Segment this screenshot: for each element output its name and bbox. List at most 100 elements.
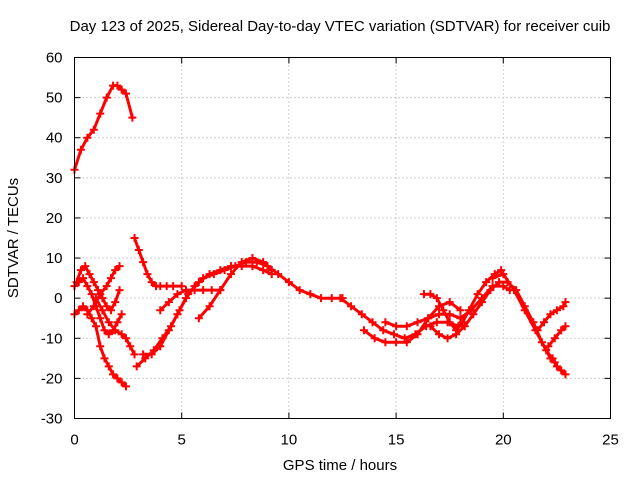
y-tick-label: 40 (46, 130, 63, 147)
data-point (381, 338, 390, 347)
data-point (220, 266, 229, 275)
data-point (486, 286, 495, 295)
data-point (164, 326, 173, 335)
series-line (546, 324, 567, 348)
series-track-6 (91, 294, 139, 359)
series-track-3 (70, 274, 126, 339)
data-point (134, 246, 143, 255)
data-point (111, 298, 120, 307)
series-track-18 (533, 298, 570, 335)
data-point (207, 286, 216, 295)
data-point (434, 310, 443, 319)
data-point (106, 274, 115, 283)
series-track-11 (194, 254, 276, 323)
data-point (392, 338, 401, 347)
y-tick-label: 0 (54, 290, 62, 307)
data-point (102, 302, 111, 311)
data-point (76, 266, 85, 275)
data-point (106, 306, 115, 315)
data-point (94, 286, 103, 295)
y-tick-label: 50 (46, 90, 63, 107)
data-point (126, 342, 135, 351)
data-point (477, 298, 486, 307)
data-point (173, 310, 182, 319)
data-point (402, 322, 411, 331)
data-point (102, 93, 111, 102)
data-point (156, 342, 165, 351)
data-point (128, 113, 137, 122)
data-point (347, 302, 356, 311)
data-point (139, 258, 148, 267)
series-track-10 (156, 286, 225, 315)
data-point (495, 278, 504, 287)
data-point (130, 234, 139, 242)
series-track-5 (83, 262, 124, 319)
data-point (85, 270, 94, 279)
data-point (439, 306, 448, 315)
data-point (209, 270, 218, 279)
data-point (458, 318, 467, 327)
data-point (104, 330, 113, 339)
data-point (164, 298, 173, 307)
x-tick-label: 5 (178, 432, 186, 449)
data-point (561, 370, 570, 379)
series-line (141, 260, 344, 356)
data-point (190, 286, 199, 295)
data-point (89, 302, 98, 311)
y-tick-label: 10 (46, 250, 63, 267)
data-point (445, 298, 454, 307)
y-tick-label: 20 (46, 210, 63, 227)
data-point (139, 350, 148, 359)
data-point (542, 346, 551, 355)
data-point (113, 318, 122, 327)
data-point (306, 290, 315, 299)
grid (74, 57, 611, 419)
data-point (317, 294, 326, 303)
data-point (132, 362, 141, 371)
data-point (113, 81, 122, 90)
data-point (557, 326, 566, 335)
data-point (443, 334, 452, 343)
data-point (117, 85, 126, 94)
data-point (237, 258, 246, 267)
data-point (199, 286, 208, 295)
data-point (143, 270, 152, 279)
data-point (284, 278, 293, 287)
data-point (370, 334, 379, 343)
data-point (194, 314, 203, 323)
data-point (295, 286, 304, 295)
data-point (130, 350, 139, 359)
series-track-7 (130, 234, 186, 291)
data-point (109, 370, 118, 379)
data-point (115, 262, 124, 271)
data-point (402, 338, 411, 347)
data-point (83, 133, 92, 142)
data-point (552, 362, 561, 371)
data-point (267, 266, 276, 275)
data-point (426, 322, 435, 331)
series-track-1 (70, 81, 137, 174)
data-point (544, 342, 553, 351)
x-tick-label: 20 (495, 432, 512, 449)
y-tick-label: -30 (41, 411, 63, 428)
data-point (96, 109, 105, 118)
data-point (259, 266, 268, 275)
data-point (533, 326, 542, 335)
data-point (87, 290, 96, 299)
data-point (117, 330, 126, 339)
data-point (510, 286, 519, 295)
data-point (117, 310, 126, 319)
data-point (392, 322, 401, 331)
data-point (100, 354, 109, 363)
x-axis-label: GPS time / hours (283, 457, 397, 474)
series-track-19 (548, 354, 570, 379)
data-point (497, 266, 506, 275)
data-point (96, 314, 105, 323)
data-point (96, 290, 105, 299)
data-point (434, 330, 443, 339)
data-point (413, 330, 422, 339)
data-point (91, 294, 100, 303)
data-point (181, 294, 190, 303)
data-point (413, 318, 422, 327)
series-track-20 (544, 322, 570, 351)
